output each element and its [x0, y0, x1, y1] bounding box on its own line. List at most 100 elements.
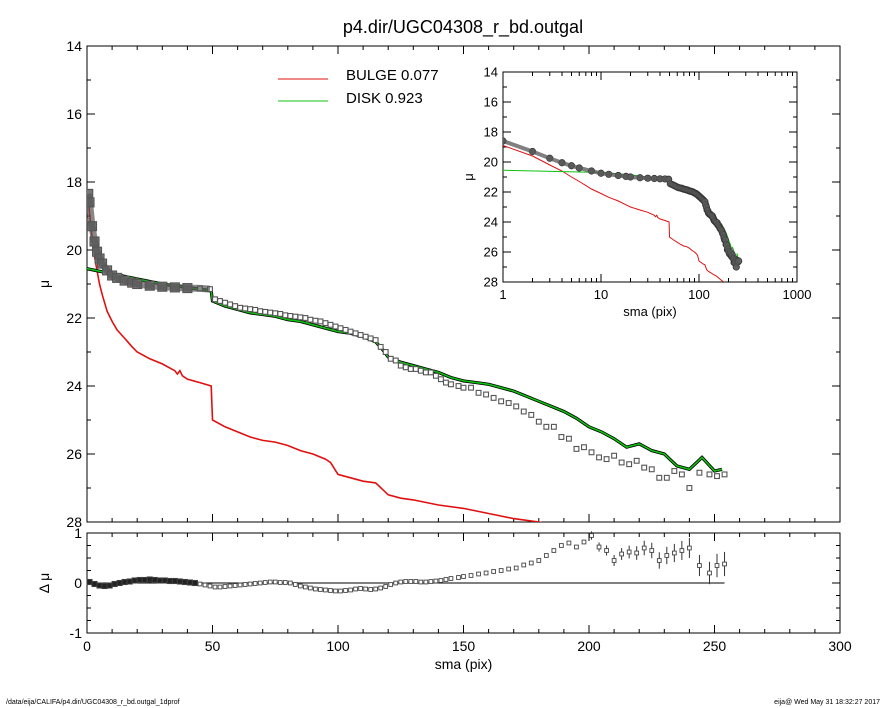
- residual-point: [116, 579, 123, 587]
- residual-point: [408, 579, 414, 584]
- data-point: [447, 381, 454, 388]
- residual-point: [581, 539, 587, 545]
- residual-point: [166, 577, 173, 585]
- residual-point: [498, 568, 504, 573]
- inner-profile-band: [87, 193, 211, 293]
- data-point: [262, 308, 269, 315]
- residual-point: [176, 578, 183, 585]
- resid-xlabel: sma (pix): [435, 656, 493, 672]
- resid-xtick-label: 150: [452, 638, 476, 654]
- data-point: [332, 323, 339, 330]
- residual-point: [528, 560, 534, 566]
- data-point: [407, 366, 414, 372]
- data-point: [573, 445, 580, 452]
- residual-point: [141, 576, 148, 584]
- residual-point: [131, 577, 138, 584]
- residual-point: [574, 544, 579, 550]
- data-point: [455, 383, 462, 389]
- data-point: [618, 459, 625, 466]
- data-point: [352, 330, 359, 337]
- residual-point: [641, 545, 647, 551]
- data-point: [475, 389, 482, 396]
- residual-point: [227, 583, 233, 589]
- data-point: [633, 457, 640, 464]
- main-ytick-label: 24: [66, 378, 82, 394]
- chart-title: p4.dir/UGC04308_r_bd.outgal: [343, 17, 583, 38]
- residual-point: [433, 578, 439, 584]
- residual-point: [398, 579, 404, 585]
- data-point: [641, 464, 648, 471]
- data-point: [550, 423, 557, 430]
- main-panel: 14 16 18 20 22 24 26 28 μ: [36, 38, 841, 530]
- residual-point: [697, 563, 702, 568]
- inset-ytick-label: 22: [484, 185, 498, 200]
- residual-point: [191, 579, 198, 587]
- data-point: [412, 366, 419, 372]
- residual-point: [333, 588, 338, 594]
- data-point: [603, 456, 610, 463]
- inset-ytick-label: 16: [484, 95, 498, 110]
- residual-point: [202, 582, 208, 588]
- residual-point: [476, 571, 481, 577]
- residual-point: [634, 550, 640, 556]
- data-point: [312, 317, 319, 324]
- residual-point: [456, 575, 461, 580]
- main-ytick-label: 16: [66, 106, 82, 122]
- data-point: [581, 444, 587, 451]
- data-point: [656, 474, 663, 481]
- data-point: [588, 449, 595, 456]
- residual-point: [506, 566, 512, 572]
- data-point: [520, 408, 527, 415]
- data-point: [565, 435, 572, 442]
- residual-point: [551, 548, 557, 553]
- residual-point: [378, 585, 384, 591]
- data-point: [442, 379, 449, 386]
- residual-point: [106, 582, 113, 589]
- residual-point: [393, 580, 399, 586]
- data-point: [227, 301, 234, 308]
- residual-point: [418, 579, 424, 585]
- residual-point: [649, 548, 655, 553]
- residual-point: [156, 577, 163, 584]
- main-ytick-label: 28: [66, 514, 82, 530]
- residual-point: [348, 587, 353, 593]
- data-point: [427, 369, 434, 376]
- data-point: [513, 403, 520, 410]
- residual-point: [86, 578, 93, 586]
- residual-point: [237, 582, 243, 588]
- data-point: [596, 454, 602, 461]
- inset-xtick-label: 10: [594, 287, 608, 302]
- residual-point: [272, 579, 278, 585]
- residual-point: [328, 588, 333, 593]
- data-point: [648, 466, 655, 473]
- data-point: [663, 474, 670, 481]
- data-point: [387, 355, 394, 362]
- residual-point: [207, 583, 213, 589]
- residual-point: [722, 561, 727, 567]
- residual-point: [267, 579, 273, 585]
- inset-xlabel: sma (pix): [623, 304, 676, 319]
- residual-point: [566, 540, 572, 546]
- inset-ylabel: μ: [461, 173, 476, 181]
- data-point: [505, 400, 512, 406]
- resid-ylabel: Δ μ: [36, 573, 52, 594]
- residual-point: [277, 580, 283, 585]
- residual-point: [181, 578, 188, 586]
- main-ytick-label: 26: [66, 446, 82, 462]
- data-point: [267, 309, 274, 316]
- residual-point: [611, 558, 617, 563]
- footer-path: /data/eija/CALIFA/p4.dir/UGC04308_r_bd.o…: [6, 699, 180, 706]
- residual-point: [318, 587, 323, 592]
- residual-point: [161, 577, 168, 584]
- bulge-line: [87, 195, 543, 522]
- residual-point: [186, 579, 193, 586]
- resid-xtick-label: 200: [577, 638, 601, 654]
- data-point: [490, 394, 497, 401]
- data-point: [483, 391, 490, 398]
- inset-ytick-label: 18: [484, 125, 498, 140]
- data-point: [432, 372, 439, 379]
- residual-point: [428, 579, 434, 584]
- data-point: [247, 306, 254, 313]
- resid-ytick-label: -1: [70, 625, 83, 641]
- data-point: [217, 298, 223, 304]
